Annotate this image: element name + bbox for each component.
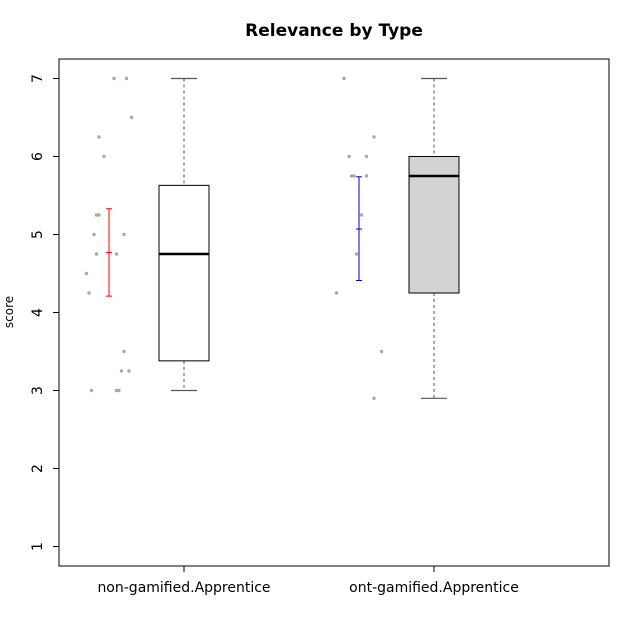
data-point	[97, 135, 101, 139]
y-tick-label: 5	[30, 230, 46, 239]
data-point	[114, 388, 119, 393]
y-tick-label: 6	[30, 152, 46, 161]
data-point	[92, 232, 96, 237]
box	[408, 156, 460, 294]
data-point	[129, 115, 134, 120]
data-point	[347, 154, 351, 159]
y-axis-label: score	[2, 296, 16, 328]
data-point	[372, 396, 376, 400]
data-point	[352, 174, 356, 178]
data-point	[87, 291, 91, 295]
y-tick-label: 3	[30, 386, 46, 395]
data-point	[89, 388, 94, 393]
data-point	[124, 76, 129, 81]
data-point	[379, 349, 384, 354]
data-point	[94, 252, 99, 256]
data-point	[364, 174, 369, 178]
chart-title: Relevance by Type	[245, 21, 423, 41]
data-point	[349, 174, 354, 178]
y-tick-label: 7	[30, 74, 46, 83]
data-point	[354, 252, 359, 256]
data-point	[342, 76, 346, 81]
y-tick-label: 2	[30, 464, 46, 473]
y-axis: 1 2 3 4 5 6 7	[30, 74, 59, 551]
data-point	[334, 291, 339, 295]
x-tick-label: ont-gamified.Apprentice	[349, 580, 519, 596]
y-tick-label: 1	[30, 542, 46, 551]
box-groups	[84, 76, 460, 400]
data-point	[112, 76, 116, 81]
data-point	[119, 369, 124, 373]
plot-frame	[58, 58, 610, 567]
data-point	[117, 388, 121, 393]
data-point	[114, 252, 119, 256]
x-tick-label: non-gamified.Apprentice	[97, 580, 270, 596]
x-axis: non-gamified.Apprentice ont-gamified.Appr…	[97, 566, 519, 596]
box	[158, 184, 210, 362]
data-point	[127, 369, 131, 373]
y-tick-label: 4	[30, 308, 46, 317]
group-1	[84, 76, 210, 393]
data-point	[122, 232, 126, 237]
data-point	[122, 349, 126, 354]
data-point	[94, 213, 99, 217]
group-2	[334, 76, 460, 400]
data-point	[364, 154, 369, 159]
data-point	[97, 213, 101, 217]
data-point	[84, 271, 89, 276]
data-point	[372, 135, 376, 139]
data-point	[102, 154, 106, 159]
data-point	[359, 213, 364, 217]
